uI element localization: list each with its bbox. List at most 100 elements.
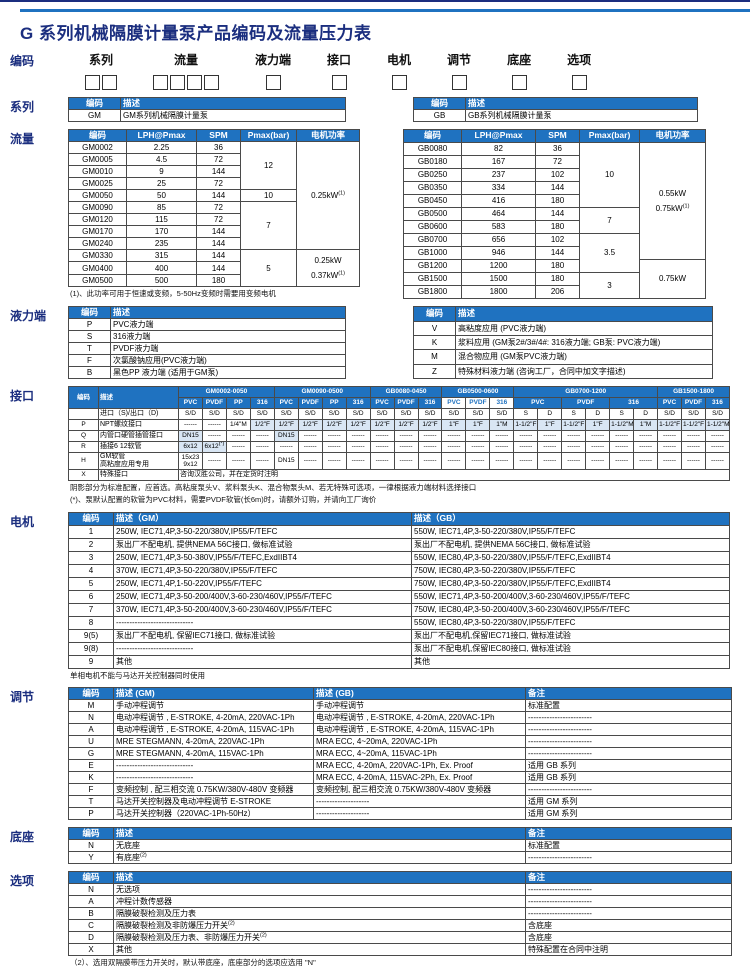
header-cell: PVDF (561, 397, 611, 410)
table-cell: S/D (345, 408, 371, 421)
table-cell: ------ (249, 452, 275, 471)
table-cell: S (561, 408, 587, 421)
table-row: C 隔膜破裂检测及非防爆压力开关(2) 含底座 (68, 919, 732, 933)
table-row: 6 250W, IEC71,4P,3-50-200/400V,3-60-230/4… (68, 589, 730, 604)
table-cell: 144 (196, 261, 241, 275)
header-cell: 描述 (113, 871, 526, 885)
header-cell: PVDF (201, 397, 227, 410)
header-cell: Pmax(bar) (240, 129, 297, 142)
table-cell: 750W, IEC80,4P,3-50-220/380V,IP55/F/TEFC… (411, 576, 730, 591)
table-cell: ------ (681, 441, 706, 454)
table-cell: 36 (196, 141, 241, 154)
table-row: B 隔膜破裂检测及压力表 ------------------------ (68, 907, 732, 921)
table-cell: GB1800 (403, 284, 462, 300)
table-cell: 144 (196, 189, 241, 202)
table-cell: 插接6 12软管 (98, 441, 179, 454)
table-cell: ------ (417, 441, 443, 454)
header-row: 编码 LPH@Pmax SPM Pmax(bar) 电机功率 (403, 129, 706, 143)
table-row: D 隔膜破裂检测及压力表、非防爆压力开关(2) 含底座 (68, 931, 732, 945)
table-cell: 3.5 (579, 233, 640, 273)
interface-note-1: 阴影部分为标准配置，应首选。高粘度泵头V、浆料泵头K、混合物泵头M、若无特殊可选… (70, 483, 477, 493)
table-row: GM0330 315 144 5 0.25kW 0.37kW(1) (68, 248, 360, 288)
table-cell: 144 (535, 207, 580, 221)
header-cell: 描述（GM） (113, 511, 412, 526)
table-cell: ------------------------ (525, 747, 732, 761)
options-note: （2）、选用双隔膜带压力开关时，默认带底座，底座部分的选项应选用 "N" (70, 958, 316, 968)
table-cell: GB1500 (403, 272, 462, 286)
table-row: K ----------------------------- MRA ECC, 4… (68, 771, 732, 785)
table-cell: N (68, 839, 114, 853)
table-cell: 电动冲程调节 , E-STROKE, 4-20mA, 115VAC-1Ph (113, 723, 314, 737)
header-row: 编码 描述 (GM) 描述 (GB) 备注 (68, 687, 732, 701)
flow-label: 流量 (10, 132, 35, 146)
table-cell: 167 (461, 155, 536, 169)
table-cell: 7 (68, 602, 114, 617)
table-row: GM0170 170 144 (68, 225, 360, 238)
table-cell: 含底座 (525, 931, 732, 945)
code-boxes (511, 75, 527, 90)
table-cell: 4.5 (126, 153, 197, 166)
header-cell: SPM (535, 129, 580, 143)
coding-label: 编码 (10, 54, 35, 68)
header-cell: 电机功率 (639, 129, 706, 143)
table-cell: 高粘度应用 (PVC液力端) (455, 320, 713, 336)
header-cell: 描述 (110, 306, 346, 320)
table-cell: A (68, 895, 114, 909)
table-cell: GB0700 (403, 233, 462, 247)
table-cell: 1"F (585, 419, 611, 432)
header-cell: 备注 (525, 871, 732, 885)
table-cell: ------ (417, 430, 443, 443)
table-cell: ------ (225, 441, 251, 454)
table-cell: GM0170 (68, 225, 127, 238)
header-cell: 描述（GB） (411, 511, 730, 526)
table-row: P 马达开关控制器（220VAC-1Ph-50Hz） ---------------… (68, 807, 732, 821)
table-cell: 有底座(2) (113, 851, 526, 865)
table-cell: T (68, 795, 114, 809)
table-cell: 次氯酸钠应用(PVC液力端) (110, 354, 346, 368)
table-cell: S/D (297, 408, 323, 421)
header-row: 编码 描述 (68, 306, 346, 320)
table-cell: GB1200 (403, 259, 462, 273)
code-box (331, 75, 347, 90)
table-cell: Y (68, 851, 114, 865)
liquid-end-left-table: 编码 描述 P PVC液力端 S 316液力端 T PVDF液力端 F 次氯酸钠应用(PVC液力端… (68, 306, 346, 380)
table-cell: G (68, 747, 114, 761)
table-cell: ------------------------ (525, 907, 732, 921)
table-cell: ------ (369, 430, 395, 443)
table-cell: 特殊接口 (98, 469, 179, 482)
table-cell: M (413, 349, 456, 365)
table-cell: 1-1/2"F (681, 419, 706, 432)
header-cell: PVC (178, 397, 203, 410)
table-cell: 1/2"F (417, 419, 443, 432)
code-box (85, 75, 100, 90)
table-cell: GM系列机械隔膜计量泵 (120, 109, 346, 122)
table-cell: B (68, 907, 114, 921)
table-cell: ------ (249, 441, 275, 454)
table-row: 9(8) ----------------------------- 泵出厂不配电机… (68, 641, 730, 656)
table-cell: 102 (535, 168, 580, 182)
table-cell: ------ (393, 452, 419, 471)
table-cell: 4 (68, 563, 114, 578)
table-row: GM0240 235 144 (68, 237, 360, 250)
table-cell: 1-1/2"F (513, 419, 539, 432)
table-cell: ------ (465, 452, 491, 471)
table-cell: ------ (609, 430, 635, 443)
code-box (153, 75, 168, 90)
table-row: Y 有底座(2) ------------------------ (68, 851, 732, 865)
table-cell: 464 (461, 207, 536, 221)
table-cell: 15x23 9x12 (178, 452, 203, 471)
table-cell: 85 (126, 201, 197, 214)
table-cell: GB (413, 109, 466, 122)
table-cell: ------ (561, 452, 587, 471)
table-cell: 适用 GB 系列 (525, 771, 732, 785)
header-cell: 描述 (455, 306, 713, 322)
header-cell: 描述 (98, 386, 179, 410)
table-cell: S/D (704, 408, 731, 421)
table-cell: S/D (465, 408, 491, 421)
table-cell: 0.25kW(1) (296, 141, 360, 250)
table-row: GB1200 1200 180 0.75kW (403, 258, 706, 300)
header-cell: 描述 (120, 97, 346, 110)
table-cell: 9 (68, 654, 114, 669)
table-cell: ------------------------ (525, 711, 732, 725)
table-row: 8 ----------------------------- 550W, IEC8… (68, 615, 730, 630)
